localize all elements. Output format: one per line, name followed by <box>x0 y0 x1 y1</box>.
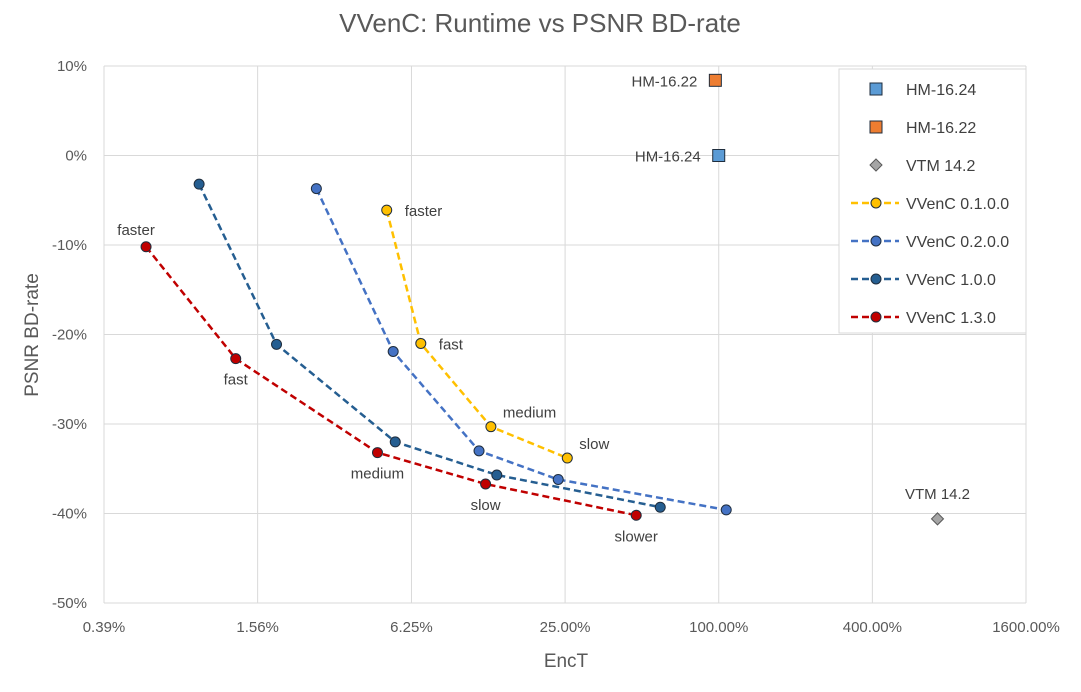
point-annotations: HM-16.24 HM-16.22 VTM 14.2 faster fast medium… <box>117 73 970 545</box>
y-tick-label: -20% <box>52 327 87 344</box>
point-label-vvenc-1-3-0: medium <box>351 466 404 483</box>
legend-label: VVenC 1.0.0 <box>906 272 996 289</box>
data-point-hm-16-22 <box>708 73 722 87</box>
legend-item-vvenc-0-2-0-0: VVenC 0.2.0.0 <box>851 234 1009 251</box>
legend-marker <box>869 82 883 96</box>
x-tick-label: 400.00% <box>843 619 902 636</box>
legend-marker <box>870 273 882 285</box>
x-tick-label: 1.56% <box>236 619 279 636</box>
data-point-vvenc-1-0-0 <box>491 469 503 481</box>
axis-ticks: 0.39% 1.56% 6.25% 25.00% 100.00% 400.00% 1600.… <box>52 58 1060 636</box>
x-tick-label: 6.25% <box>390 619 433 636</box>
data-point-vvenc-1-0-0 <box>654 501 666 513</box>
x-tick-label: 100.00% <box>689 619 748 636</box>
legend-label: VVenC 1.3.0 <box>906 310 996 327</box>
y-tick-label: -30% <box>52 416 87 433</box>
data-point-vvenc-0-2-0-0 <box>473 445 485 457</box>
legend-label: VVenC 0.2.0.0 <box>906 234 1009 251</box>
legend-marker <box>869 158 883 172</box>
legend-item-vvenc-0-1-0-0: VVenC 0.1.0.0 <box>851 196 1009 213</box>
legend-item-hm-16-22: HM-16.22 <box>869 120 976 137</box>
legend-marker <box>870 235 882 247</box>
data-point-vvenc-1-3-0 <box>140 241 152 253</box>
legend-marker <box>870 311 882 323</box>
data-point-vvenc-1-3-0 <box>630 509 642 521</box>
data-point-vvenc-0-2-0-0 <box>552 473 564 485</box>
legend-marker <box>870 197 882 209</box>
legend-label: HM-16.24 <box>906 82 976 99</box>
data-point-vvenc-0-1-0-0 <box>485 421 497 433</box>
legend-box <box>838 68 1027 334</box>
data-point-vvenc-0-2-0-0 <box>720 504 732 516</box>
legend-items: HM-16.24 HM-16.22 VTM 14.2 VVenC 0.1.0.0 VVe… <box>851 82 1009 327</box>
point-label-vvenc-0-1-0-0: faster <box>405 203 443 220</box>
legend-item-hm-16-24: HM-16.24 <box>869 82 976 99</box>
legend-item-vtm-14-2: VTM 14.2 <box>869 158 975 175</box>
series-lines <box>145 183 727 517</box>
x-tick-label: 0.39% <box>83 619 126 636</box>
legend-label: HM-16.22 <box>906 120 976 137</box>
y-tick-label: -40% <box>52 506 87 523</box>
series-line-vvenc-0-2-0-0 <box>315 188 727 512</box>
point-label-vvenc-1-3-0: fast <box>224 372 249 389</box>
data-point-vvenc-0-1-0-0 <box>415 337 427 349</box>
data-point-vtm-14-2 <box>930 512 945 526</box>
series-line-vvenc-1-0-0 <box>197 183 661 509</box>
data-point-vvenc-1-0-0 <box>271 338 283 350</box>
point-label-vvenc-0-1-0-0: slow <box>579 436 609 453</box>
data-point-vvenc-1-3-0 <box>480 478 492 490</box>
data-point-vvenc-0-2-0-0 <box>310 183 322 195</box>
data-points <box>140 73 945 526</box>
data-point-vvenc-1-3-0 <box>371 447 383 459</box>
y-tick-label: -10% <box>52 237 87 254</box>
x-tick-label: 1600.00% <box>992 619 1060 636</box>
legend-label: VTM 14.2 <box>906 158 975 175</box>
data-point-vvenc-1-3-0 <box>230 353 242 365</box>
legend-item-vvenc-1-0-0: VVenC 1.0.0 <box>851 272 996 289</box>
data-point-vvenc-0-1-0-0 <box>381 204 393 216</box>
x-axis-label: EncT <box>544 651 589 672</box>
legend: HM-16.24 HM-16.22 VTM 14.2 VVenC 0.1.0.0 VVe… <box>838 68 1027 334</box>
point-label-vvenc-1-3-0: slow <box>471 497 501 514</box>
data-point-vvenc-1-0-0 <box>193 178 205 190</box>
y-tick-label: 10% <box>57 58 87 75</box>
point-label-vvenc-1-3-0: slower <box>615 528 658 545</box>
chart-title: VVenC: Runtime vs PSNR BD-rate <box>339 8 741 38</box>
point-label-hm-16-22: HM-16.22 <box>631 73 697 90</box>
y-tick-label: -50% <box>52 595 87 612</box>
data-point-vvenc-1-0-0 <box>389 436 401 448</box>
y-axis-label: PSNR BD-rate <box>22 273 43 397</box>
y-tick-label: 0% <box>65 148 87 165</box>
point-label-vvenc-0-1-0-0: fast <box>439 336 464 353</box>
series-line-vvenc-0-1-0-0 <box>385 209 568 460</box>
point-label-vvenc-0-1-0-0: medium <box>503 405 556 422</box>
x-tick-label: 25.00% <box>540 619 591 636</box>
data-point-vvenc-0-2-0-0 <box>387 346 399 358</box>
point-label-vvenc-1-3-0: faster <box>117 222 155 239</box>
data-point-vvenc-0-1-0-0 <box>561 452 573 464</box>
point-label-hm-16-24: HM-16.24 <box>635 149 701 166</box>
legend-marker <box>869 120 883 134</box>
legend-label: VVenC 0.1.0.0 <box>906 196 1009 213</box>
data-point-hm-16-24 <box>712 149 726 162</box>
point-label-vtm-14-2: VTM 14.2 <box>905 486 970 503</box>
legend-item-vvenc-1-3-0: VVenC 1.3.0 <box>851 310 996 327</box>
